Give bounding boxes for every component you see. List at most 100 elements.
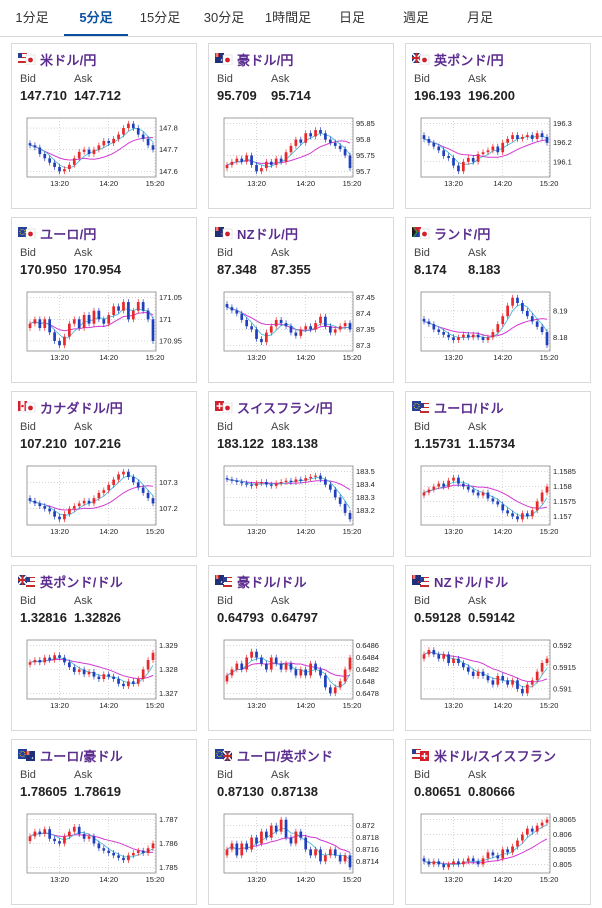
candle bbox=[87, 671, 91, 675]
candle bbox=[82, 149, 86, 152]
candle bbox=[294, 479, 298, 482]
rate-card[interactable]: NZドル/ドル Bid Ask 0.59128 0.59142 0.592 0.5915 0.… bbox=[405, 565, 591, 731]
card-header: カナダドル/円 bbox=[18, 400, 124, 416]
pair-name[interactable]: ユーロ/英ポンド bbox=[237, 748, 334, 764]
y-tick-label: 196.3 bbox=[553, 119, 572, 128]
x-tick-label: 15:20 bbox=[540, 701, 559, 710]
bid-label: Bid bbox=[217, 421, 233, 433]
candle bbox=[141, 134, 145, 139]
price-chart: 171.05 171 170.95 13:20 14:20 15:20 bbox=[26, 291, 182, 362]
candle bbox=[476, 492, 480, 496]
candle bbox=[279, 819, 283, 832]
candle bbox=[481, 858, 485, 865]
bid-value: 0.80651 bbox=[414, 784, 461, 799]
pair-name[interactable]: ランド/円 bbox=[434, 226, 491, 242]
rate-card[interactable]: 英ポンド/円 Bid Ask 196.193 196.200 196.3 196.2 196.… bbox=[405, 43, 591, 209]
candle bbox=[309, 663, 312, 676]
candle bbox=[545, 332, 549, 346]
tab-3[interactable]: 15分足 bbox=[139, 10, 181, 25]
candle bbox=[457, 658, 460, 664]
pair-name[interactable]: NZドル/円 bbox=[237, 226, 299, 242]
ask-label: Ask bbox=[468, 421, 487, 433]
x-tick-label: 15:20 bbox=[540, 353, 559, 362]
pair-name[interactable]: スイスフラン/円 bbox=[237, 400, 333, 416]
candle bbox=[265, 332, 268, 343]
candle bbox=[299, 669, 303, 676]
rate-card[interactable]: NZドル/円 Bid Ask 87.348 87.355 87.45 87.4 87.35 87… bbox=[208, 217, 394, 383]
pair-name[interactable]: 豪ドル/ドル bbox=[237, 574, 307, 590]
bid-label: Bid bbox=[217, 73, 233, 85]
rate-card[interactable]: ユーロ/円 Bid Ask 170.950 170.954 171.05 171 170.95… bbox=[11, 217, 197, 383]
ask-label: Ask bbox=[74, 73, 93, 85]
rate-card[interactable]: 米ドル/円 Bid Ask 147.710 147.712 147.8 147.7 147.6… bbox=[11, 43, 197, 209]
candle bbox=[496, 146, 500, 153]
rate-card[interactable]: ユーロ/ドル Bid Ask 1.15731 1.15734 1.1585 1.158 1.1… bbox=[405, 391, 591, 557]
bid-value: 95.709 bbox=[217, 88, 257, 103]
pair-name[interactable]: ユーロ/豪ドル bbox=[40, 748, 124, 764]
candle bbox=[260, 831, 263, 844]
rate-card[interactable]: ランド/円 Bid Ask 8.174 8.183 8.19 8.18 13:20 14:20 1… bbox=[405, 217, 591, 383]
rate-card[interactable]: ユーロ/英ポンド Bid Ask 0.87130 0.87138 0.872 0.8718 0… bbox=[208, 739, 394, 905]
y-tick-label: 0.805 bbox=[553, 860, 572, 869]
pair-name[interactable]: 英ポンド/円 bbox=[434, 52, 504, 68]
candle bbox=[274, 825, 278, 832]
candle bbox=[141, 669, 145, 680]
moving-average-short bbox=[29, 475, 154, 516]
candle bbox=[521, 513, 524, 520]
rate-card[interactable]: 豪ドル/円 Bid Ask 95.709 95.714 95.85 95.8 95.75 95.… bbox=[208, 43, 394, 209]
candle bbox=[501, 142, 505, 153]
pair-name[interactable]: 米ドル/スイスフラン bbox=[434, 748, 557, 764]
rate-card[interactable]: 豪ドル/ドル Bid Ask 0.64793 0.64797 0.6486 0.6484 0.… bbox=[208, 565, 394, 731]
y-tick-label: 0.6478 bbox=[356, 689, 379, 698]
rate-card[interactable]: スイスフラン/円 Bid Ask 183.122 183.138 183.5 183.4 18… bbox=[208, 391, 394, 557]
card-header: 英ポンド/ドル bbox=[18, 574, 124, 590]
y-tick-label: 0.872 bbox=[356, 821, 375, 830]
candle bbox=[481, 337, 485, 341]
candle bbox=[496, 501, 500, 505]
tab-2[interactable]: 5分足 bbox=[64, 0, 128, 36]
pair-name[interactable]: NZドル/ドル bbox=[434, 574, 509, 590]
pair-name[interactable]: ユーロ/ドル bbox=[434, 400, 504, 416]
candle bbox=[151, 498, 155, 504]
candle bbox=[92, 836, 96, 844]
ca-jp-flag-icon bbox=[18, 401, 36, 413]
tab-7[interactable]: 週足 bbox=[402, 10, 429, 25]
candle bbox=[250, 155, 253, 165]
tab-4[interactable]: 30分足 bbox=[203, 10, 245, 25]
candle bbox=[235, 310, 239, 314]
price-chart: 1.329 1.328 1.327 13:20 14:20 15:20 bbox=[26, 639, 178, 710]
y-tick-label: 1.327 bbox=[159, 689, 178, 698]
candle bbox=[58, 340, 61, 346]
pair-name[interactable]: 豪ドル/円 bbox=[237, 52, 294, 68]
pair-name[interactable]: カナダドル/円 bbox=[40, 400, 124, 416]
candle bbox=[462, 483, 465, 487]
candle bbox=[33, 831, 37, 837]
candle bbox=[43, 319, 47, 328]
tab-8[interactable]: 月足 bbox=[466, 10, 493, 25]
gb-jp-flag-icon bbox=[412, 53, 430, 65]
pair-name[interactable]: 英ポンド/ドル bbox=[40, 574, 124, 590]
rate-card[interactable]: カナダドル/円 Bid Ask 107.210 107.216 107.3 107.2 13:… bbox=[11, 391, 197, 557]
rate-card[interactable]: 英ポンド/ドル Bid Ask 1.32816 1.32826 1.329 1.328 1.3… bbox=[11, 565, 197, 731]
tab-5[interactable]: 1時間足 bbox=[264, 10, 312, 25]
candle bbox=[260, 657, 263, 664]
candle bbox=[131, 853, 135, 856]
rate-card[interactable]: ユーロ/豪ドル Bid Ask 1.78605 1.78619 1.787 1.786 1.7… bbox=[11, 739, 197, 905]
y-tick-label: 0.591 bbox=[553, 684, 572, 693]
candle bbox=[530, 510, 534, 517]
candle bbox=[466, 486, 470, 490]
y-tick-label: 183.2 bbox=[356, 506, 375, 515]
candle bbox=[304, 837, 308, 850]
candle bbox=[269, 326, 273, 333]
tab-6[interactable]: 日足 bbox=[338, 10, 365, 25]
candle bbox=[33, 500, 37, 504]
rate-card[interactable]: 米ドル/スイスフラン Bid Ask 0.80651 0.80666 0.8065 0.80… bbox=[405, 739, 591, 905]
candle bbox=[87, 500, 91, 504]
pair-name[interactable]: 米ドル/円 bbox=[40, 52, 97, 68]
candle bbox=[274, 657, 278, 664]
tab-1[interactable]: 1分足 bbox=[15, 10, 49, 25]
candle bbox=[269, 657, 273, 670]
candle bbox=[447, 334, 450, 338]
bid-value: 196.193 bbox=[414, 88, 461, 103]
pair-name[interactable]: ユーロ/円 bbox=[40, 226, 97, 242]
